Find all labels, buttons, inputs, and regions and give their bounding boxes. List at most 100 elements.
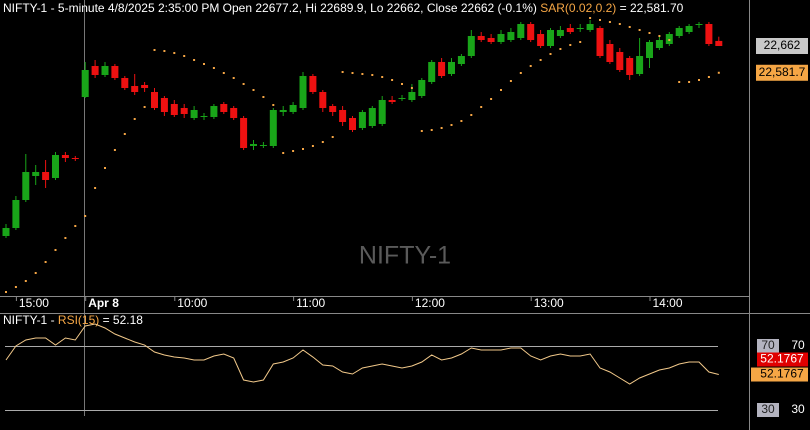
title-text: NIFTY-1 - 5-minute 4/8/2025 2:35:00 PM O… (3, 1, 537, 15)
sar-dot (490, 98, 493, 100)
price-label-box (756, 64, 808, 81)
sar-dot (64, 237, 67, 239)
candle-body (210, 106, 218, 117)
candle-body (259, 145, 267, 146)
sar-dot (401, 83, 403, 85)
candle-body (418, 80, 426, 96)
candle-body (190, 110, 198, 118)
x-tick-label: 13:00 (534, 296, 564, 310)
candle-body (269, 110, 277, 146)
candle-body (220, 104, 228, 112)
candle-body (71, 158, 79, 159)
candle-body (368, 108, 376, 126)
level-box-label: 70 (761, 338, 775, 352)
sar-dot (638, 29, 641, 31)
candle-body (91, 66, 99, 75)
sar-dot (589, 17, 592, 19)
candle-body (319, 92, 327, 108)
sar-dot (321, 141, 324, 143)
candle-body (32, 172, 40, 176)
candle-body (240, 118, 248, 148)
sar-name: SAR(0.02,0.2) (540, 1, 616, 15)
sar-dot (391, 79, 394, 81)
sar-dot (143, 106, 146, 108)
candle-body (309, 76, 317, 92)
candle-body (616, 52, 624, 70)
candle-body (141, 85, 149, 88)
candle-body (151, 92, 158, 108)
candle-body (715, 40, 723, 46)
sar-dot (232, 77, 235, 79)
candle-body (606, 44, 614, 62)
sar-dot (341, 71, 344, 73)
sar-dot (292, 150, 295, 152)
candle-body (705, 24, 713, 44)
price-label-box (756, 38, 808, 54)
candle-body (537, 34, 545, 46)
sar-dot (44, 261, 47, 263)
sar-dot (717, 71, 720, 74)
candle-body (111, 66, 119, 78)
candle-body (358, 112, 366, 128)
rsi-value-box (751, 367, 808, 382)
candle-body (408, 92, 416, 100)
sar-dot (104, 167, 106, 169)
sar-dot (262, 96, 265, 98)
sar-dot (440, 127, 443, 129)
y-tick-label: 70 (791, 338, 805, 352)
sar-dot (74, 225, 77, 227)
sar-dot (351, 72, 354, 74)
sar-dot (193, 59, 196, 61)
watermark: NIFTY-1 (359, 242, 451, 270)
sar-dot (450, 124, 453, 126)
sar-dot (133, 118, 136, 120)
sar-dot (618, 23, 621, 25)
sar-dot (430, 129, 433, 131)
sar-dot (569, 44, 572, 46)
sar-dot (222, 72, 225, 74)
candle-body (170, 104, 178, 115)
sar-dot (500, 89, 502, 91)
x-tick-label: 11:00 (296, 296, 325, 310)
sar-dot (559, 48, 562, 50)
sar-dot (678, 81, 681, 83)
candle-body (586, 24, 594, 30)
candle-body (428, 62, 436, 82)
candle-body (626, 58, 634, 75)
sar-dot (84, 215, 87, 217)
sar-dot (579, 41, 582, 43)
candle-body (457, 56, 465, 64)
sar-dot (599, 19, 601, 21)
candle-body (2, 228, 10, 236)
sar-readout: = 22,581.70 (620, 1, 684, 15)
x-tick-label: Apr 8 (88, 296, 119, 310)
candle-body (52, 155, 59, 178)
level-box-label: 30 (761, 402, 775, 416)
candle-body (279, 110, 287, 112)
candle-body (517, 24, 525, 38)
sar-dot (460, 120, 463, 122)
candle-body (131, 86, 139, 92)
candle-body (81, 70, 89, 97)
rsi-value-label: 52.1767 (760, 367, 804, 381)
candle-body (121, 78, 129, 88)
rsi-value-label-alt: 52.1767 (760, 352, 804, 366)
sar-dot (94, 187, 97, 189)
rsi-value-box-alt (757, 352, 808, 367)
x-tick-label: 15:00 (19, 296, 49, 310)
sar-dot (509, 80, 512, 82)
candle-body (22, 172, 30, 200)
x-tick-label: 14:00 (653, 296, 683, 310)
candle-body (547, 30, 554, 46)
candle-body (655, 40, 663, 48)
sar-dot (420, 130, 423, 132)
candle-body (388, 100, 396, 102)
candle-body (487, 38, 495, 42)
candle-body (685, 26, 693, 32)
candle-body (556, 30, 564, 36)
sar-dot (539, 59, 542, 61)
rsi-readout: = 52.18 (103, 313, 144, 327)
